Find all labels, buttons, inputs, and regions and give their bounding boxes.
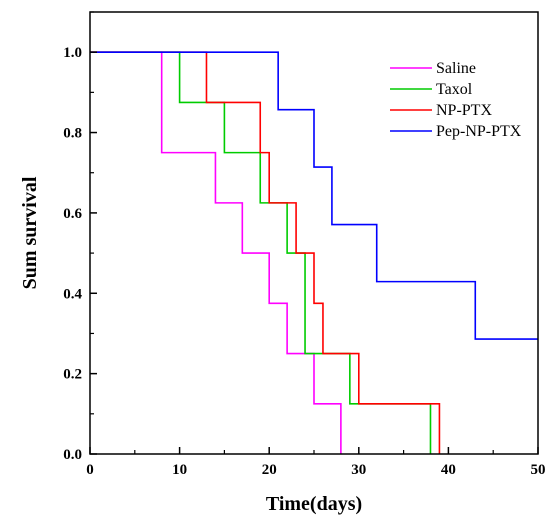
y-axis-title: Sum survival xyxy=(19,176,41,289)
series-layer xyxy=(90,51,538,454)
y-tick-label: 0.4 xyxy=(63,286,82,302)
legend-label-pep-np-ptx: Pep-NP-PTX xyxy=(436,123,522,140)
y-tick-label: 0.2 xyxy=(63,367,82,383)
x-tick-label: 30 xyxy=(351,462,366,478)
legend-label-taxol: Taxol xyxy=(436,81,473,98)
axes-layer: 0 10 20 30 40 50 0.0 0.2 0.4 0.6 0.8 1.0 xyxy=(63,11,546,478)
legend-label-np-ptx: NP-PTX xyxy=(436,102,492,119)
series-line-np-ptx xyxy=(90,51,441,454)
series-line-saline xyxy=(90,51,342,454)
legend-label-saline: Saline xyxy=(436,60,476,77)
x-tick-label: 50 xyxy=(531,462,546,478)
series-line-pep-np-ptx xyxy=(90,51,538,340)
x-axis-title: Time(days) xyxy=(266,493,362,515)
x-tick-label: 10 xyxy=(172,462,187,478)
y-tick-label: 0.6 xyxy=(63,206,82,222)
x-tick-label: 0 xyxy=(86,462,94,478)
y-tick-label: 0.8 xyxy=(63,126,82,142)
y-tick-label: 0.0 xyxy=(63,447,82,463)
x-tick-label: 40 xyxy=(441,462,456,478)
y-tick-label: 1.0 xyxy=(63,45,82,61)
x-tick-label: 20 xyxy=(262,462,277,478)
legend: Saline Taxol NP-PTX Pep-NP-PTX xyxy=(390,60,522,140)
